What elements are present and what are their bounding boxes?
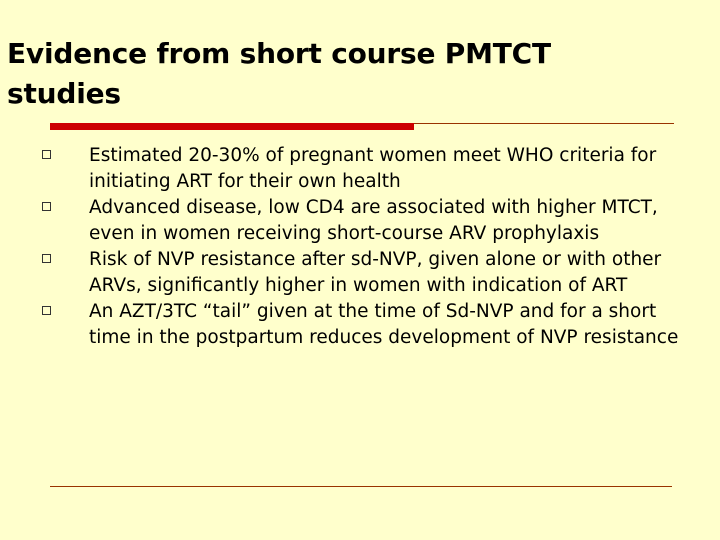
footer-divider-line <box>50 486 672 487</box>
square-bullet-icon <box>42 150 51 159</box>
bullet-text: Risk of NVP resistance after sd-NVP, giv… <box>89 249 662 296</box>
bullet-item: An AZT/3TC “tail” given at the time of S… <box>40 299 680 351</box>
square-bullet-icon <box>42 306 51 315</box>
bullet-list: Estimated 20-30% of pregnant women meet … <box>40 143 680 351</box>
square-bullet-icon <box>42 254 51 263</box>
bullet-item: Risk of NVP resistance after sd-NVP, giv… <box>40 247 680 299</box>
bullet-text: An AZT/3TC “tail” given at the time of S… <box>89 301 679 348</box>
bullet-item: Advanced disease, low CD4 are associated… <box>40 195 680 247</box>
bullet-text: Estimated 20-30% of pregnant women meet … <box>89 145 657 192</box>
slide-title: Evidence from short course PMTCT studies <box>7 37 551 110</box>
bullet-text: Advanced disease, low CD4 are associated… <box>89 197 658 244</box>
title-divider-line <box>414 123 674 124</box>
title-accent-bar <box>50 123 414 130</box>
square-bullet-icon <box>42 202 51 211</box>
bullet-item: Estimated 20-30% of pregnant women meet … <box>40 143 680 195</box>
